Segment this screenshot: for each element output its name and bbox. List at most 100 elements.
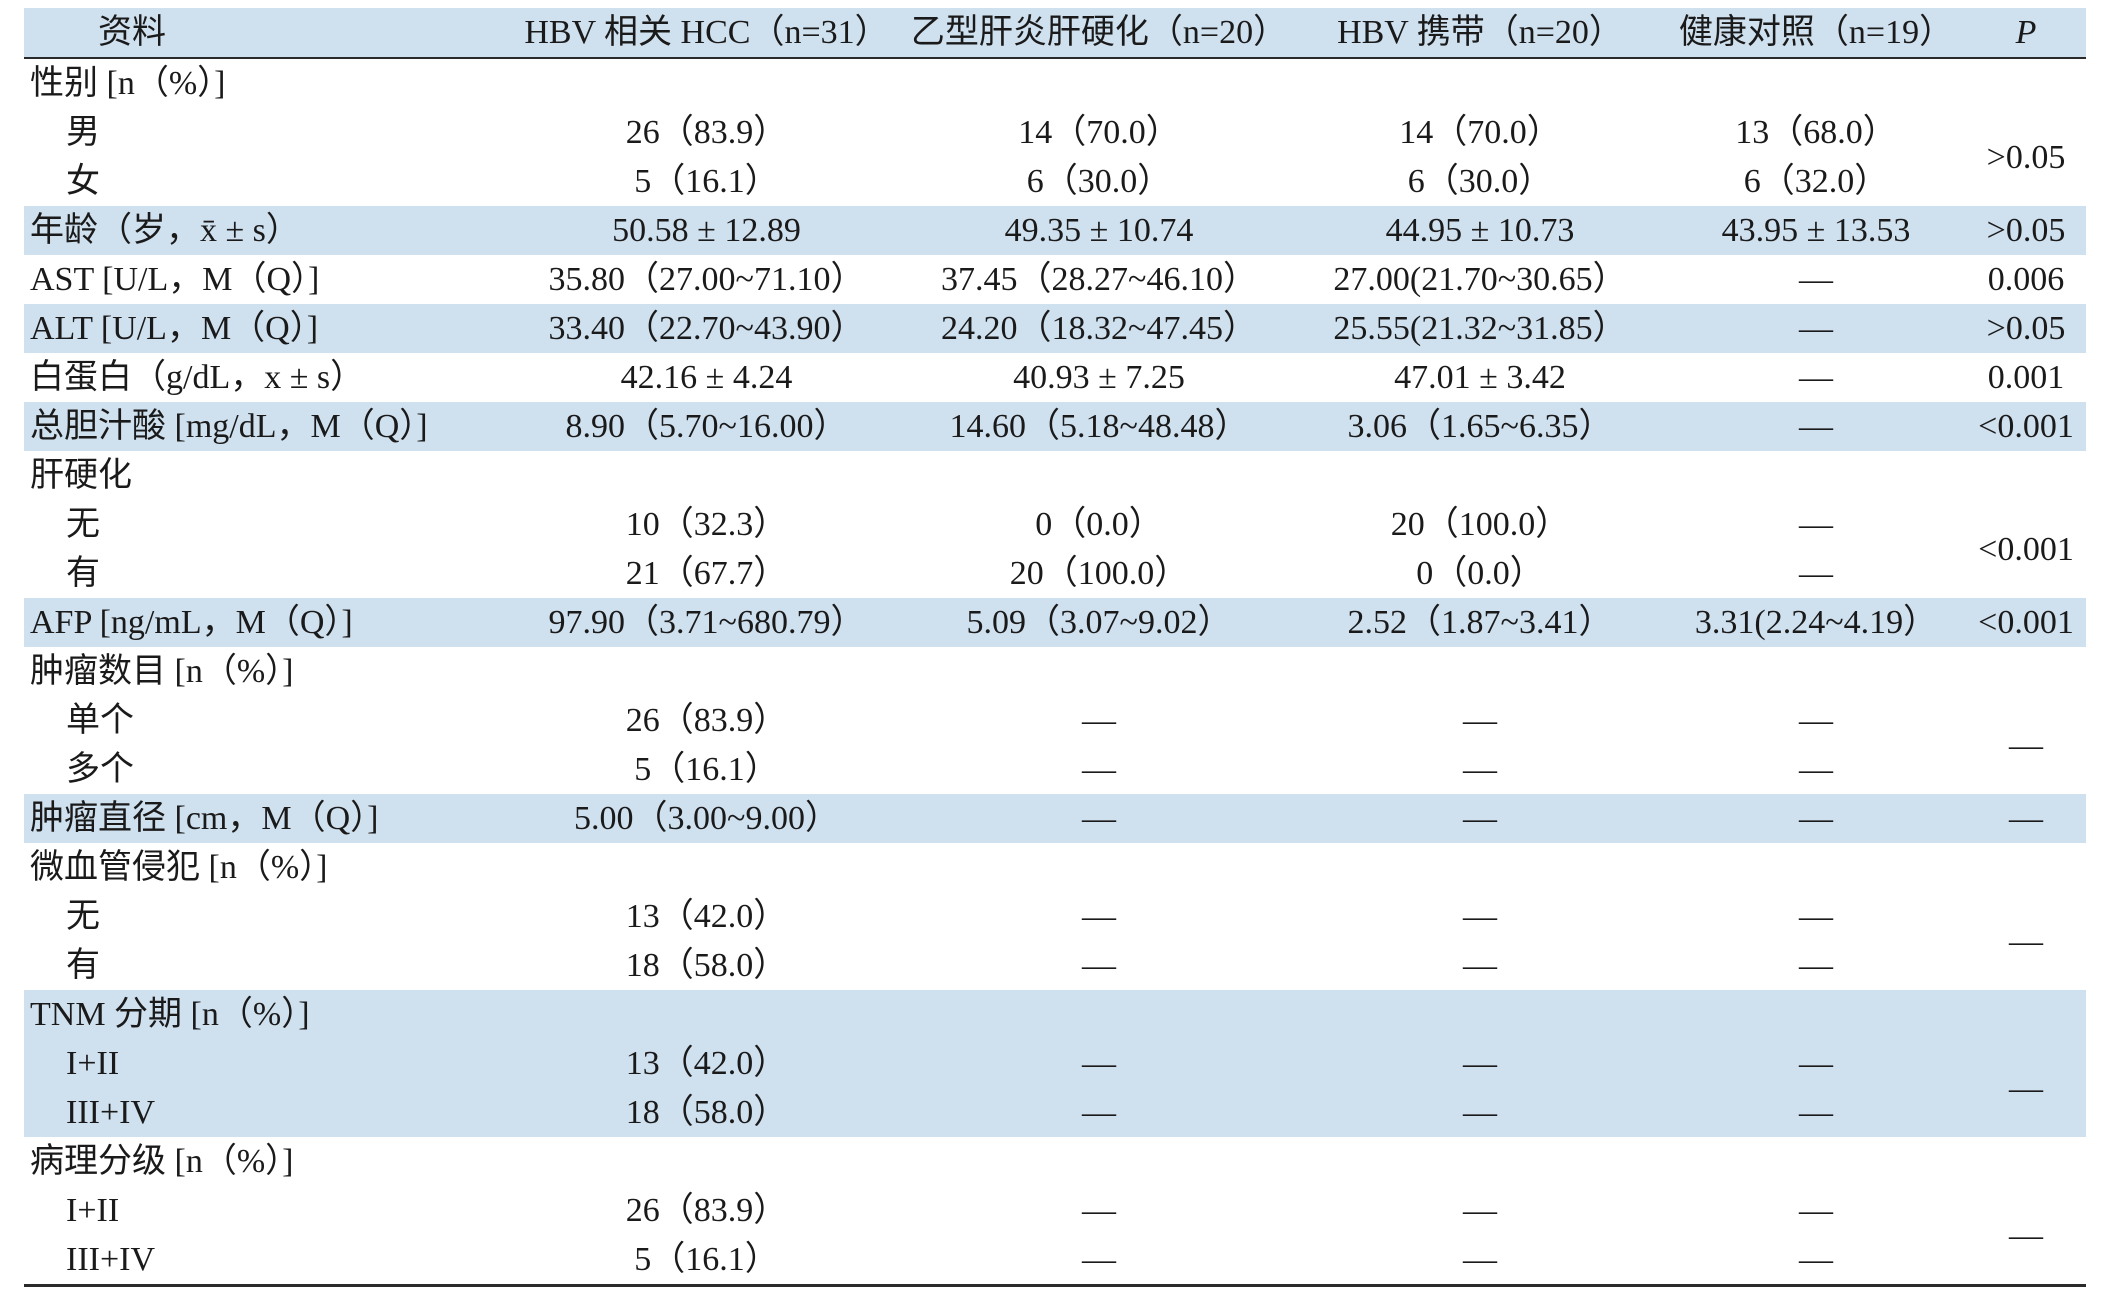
p-value-cell: >0.05 [1986, 138, 2066, 176]
value-cell [1666, 647, 1966, 696]
table-row: I+II 26（83.9） — — — — [24, 1186, 2086, 1254]
table-row: TNM 分期 [n（%）] [24, 990, 2086, 1039]
value-cell: 97.90（3.71~680.79） [509, 598, 904, 647]
value-cell: 37.45（28.27~46.10） [941, 261, 1257, 298]
header-cell-p-value: P [1966, 8, 2086, 59]
table-row: III+IV 5（16.1） — — — [24, 1235, 2086, 1284]
value-cell [509, 1137, 904, 1186]
row-label: 肿瘤直径 [cm，M（Q）] [24, 794, 509, 843]
value-cell: — [1799, 359, 1833, 396]
value-cell: 10（32.3） [625, 506, 788, 543]
value-cell: 0（0.0） [1416, 555, 1544, 592]
value-cell: 3.06（1.65~6.35） [1294, 402, 1666, 451]
value-cell [1294, 990, 1666, 1039]
value-cell: 20（100.0） [1390, 506, 1570, 543]
value-cell: 44.95 ± 10.73 [1294, 206, 1666, 255]
value-cell: — [1294, 794, 1666, 843]
table-row: 肿瘤直径 [cm，M（Q）] 5.00（3.00~9.00） — — — — [24, 794, 2086, 843]
table-row: 病理分级 [n（%）] [24, 1137, 2086, 1186]
value-cell: 50.58 ± 12.89 [509, 206, 904, 255]
p-value-cell: — [2009, 1216, 2043, 1254]
p-value-symbol: P [2015, 14, 2037, 51]
table-row: 多个 5（16.1） — — — [24, 745, 2086, 794]
row-label: 无 [66, 506, 100, 543]
value-cell [1294, 647, 1666, 696]
row-label: 女 [66, 163, 100, 200]
value-cell: — [1463, 898, 1497, 935]
table-row: 单个 26（83.9） — — — — [24, 696, 2086, 764]
p-value-cell: — [2009, 726, 2043, 764]
header-cell-healthy-control: 健康对照（n=19） [1666, 8, 1966, 59]
value-cell [1294, 58, 1666, 108]
value-cell [904, 451, 1294, 500]
value-cell: 2.52（1.87~3.41） [1294, 598, 1666, 647]
value-cell: 42.16 ± 4.24 [620, 359, 793, 396]
value-cell: 5（16.1） [634, 751, 779, 788]
value-cell: — [904, 1039, 1294, 1088]
value-cell: 25.55(21.32~31.85） [1294, 304, 1666, 353]
p-value-cell [1966, 647, 2086, 696]
value-cell: — [1463, 1192, 1497, 1229]
data-table-container: 资料 HBV 相关 HCC（n=31） 乙型肝炎肝硬化（n=20） HBV 携带… [24, 8, 2086, 1287]
value-cell: 13（68.0） [1735, 114, 1897, 151]
value-cell: 13（42.0） [509, 1039, 904, 1088]
value-cell: — [1799, 898, 1833, 935]
row-label: 年龄（岁，x̄ ± s） [24, 206, 509, 255]
value-cell: — [1463, 751, 1497, 788]
table-row: 女 5（16.1） 6（30.0） 6（30.0） 6（32.0） [24, 157, 2086, 206]
value-cell: 0（0.0） [1035, 506, 1163, 543]
value-cell: — [1666, 794, 1966, 843]
value-cell: 26（83.9） [625, 702, 788, 739]
row-label: 病理分级 [n（%）] [30, 1143, 294, 1180]
value-cell: — [904, 794, 1294, 843]
value-cell: — [1666, 304, 1966, 353]
row-label: AST [U/L，M（Q）] [30, 261, 320, 298]
value-cell: 40.93 ± 7.25 [1013, 359, 1185, 396]
value-cell [1666, 843, 1966, 892]
value-cell: — [1082, 751, 1116, 788]
value-cell: — [1082, 1241, 1116, 1278]
table-row: III+IV 18（58.0） — — — [24, 1088, 2086, 1137]
table-row: 有 18（58.0） — — — [24, 941, 2086, 990]
table-row: 无 13（42.0） — — — — [24, 892, 2086, 960]
p-value-cell: — [2009, 922, 2043, 960]
value-cell: — [1799, 702, 1833, 739]
p-value-cell: >0.05 [1966, 206, 2086, 255]
table-row: AFP [ng/mL，M（Q）] 97.90（3.71~680.79） 5.09（3… [24, 598, 2086, 647]
value-cell: — [1294, 1088, 1666, 1137]
value-cell: — [1799, 1241, 1833, 1278]
value-cell: 3.31(2.24~4.19） [1666, 598, 1966, 647]
value-cell: 24.20（18.32~47.45） [904, 304, 1294, 353]
value-cell: — [1799, 1192, 1833, 1229]
value-cell: 6（30.0） [1407, 163, 1553, 200]
p-value-cell [1966, 990, 2086, 1039]
table-row: 白蛋白（g/dL，x ± s） 42.16 ± 4.24 40.93 ± 7.25 4… [24, 353, 2086, 402]
value-cell: — [1799, 261, 1833, 298]
value-cell: 5（16.1） [634, 163, 779, 200]
value-cell: — [1799, 506, 1833, 543]
value-cell: 5.09（3.07~9.02） [904, 598, 1294, 647]
value-cell [1666, 1137, 1966, 1186]
p-value-cell: — [1966, 794, 2086, 843]
table-row: 男 26（83.9） 14（70.0） 14（70.0） 13（68.0） >0.05 [24, 108, 2086, 176]
row-label: 有 [66, 947, 100, 984]
p-value-cell: <0.001 [1966, 598, 2086, 647]
table-row: 总胆汁酸 [mg/dL，M（Q）] 8.90（5.70~16.00） 14.60（5… [24, 402, 2086, 451]
value-cell: — [1294, 1039, 1666, 1088]
value-cell: 27.00(21.70~30.65） [1333, 261, 1627, 298]
row-label: 有 [66, 555, 100, 592]
table-row: 年龄（岁，x̄ ± s） 50.58 ± 12.89 49.35 ± 10.74 44… [24, 206, 2086, 255]
value-cell: 43.95 ± 13.53 [1666, 206, 1966, 255]
table-row: AST [U/L，M（Q）] 35.80（27.00~71.10） 37.45（28… [24, 255, 2086, 304]
row-label: ALT [U/L，M（Q）] [24, 304, 509, 353]
value-cell: 5.00（3.00~9.00） [509, 794, 904, 843]
value-cell [1666, 58, 1966, 108]
row-label: AFP [ng/mL，M（Q）] [24, 598, 509, 647]
row-label: 肿瘤数目 [n（%）] [30, 653, 294, 690]
table-bottom-rule [24, 1284, 2086, 1287]
table-row: 肿瘤数目 [n（%）] [24, 647, 2086, 696]
table-row: 性别 [n（%）] [24, 58, 2086, 108]
row-label: I+II [24, 1039, 509, 1088]
value-cell [904, 1137, 1294, 1186]
value-cell: 14（70.0） [1018, 114, 1180, 151]
